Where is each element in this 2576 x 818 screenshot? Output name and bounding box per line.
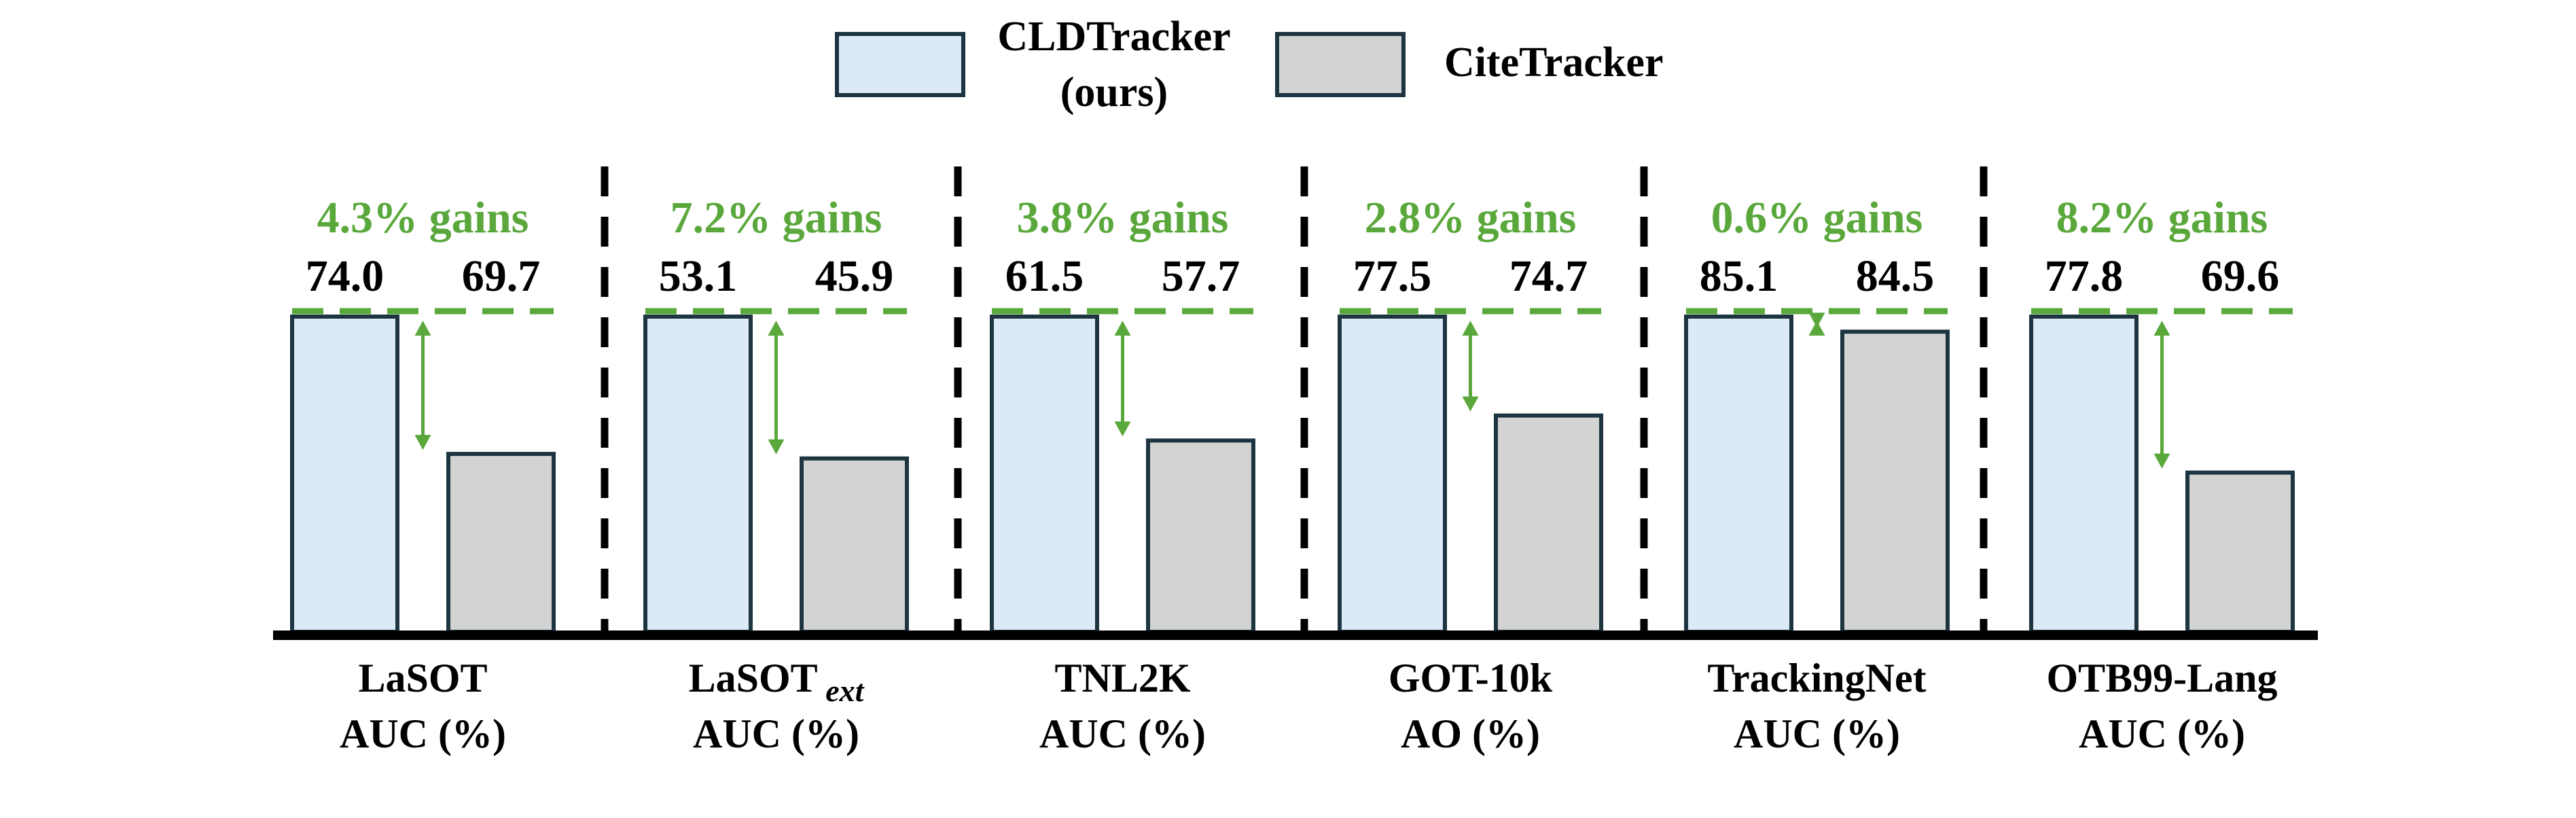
value-label-cldtracker: 85.1 <box>1700 251 1778 301</box>
bar-cldtracker <box>990 315 1099 634</box>
value-label-citetracker: 69.7 <box>462 251 541 301</box>
bar-groups: 74.0 69.7 4.3% gains LaSOT AUC (%) 53.1 45.9 7.… <box>290 193 2295 756</box>
legend-label-cldtracker-sub: (ours) <box>1060 69 1168 115</box>
bar-cldtracker <box>1684 315 1793 634</box>
bar-citetracker <box>1494 413 1603 634</box>
category-label: GOT-10k <box>1389 656 1553 700</box>
bar-citetracker <box>1840 330 1950 634</box>
gain-label: 3.8% gains <box>1017 193 1229 243</box>
gain-label: 7.2% gains <box>670 193 882 243</box>
group-separators <box>601 166 1988 635</box>
gain-arrow-head-up <box>768 321 785 336</box>
bar-citetracker <box>800 456 909 634</box>
bar-citetracker <box>446 452 556 634</box>
gain-arrow-head-down <box>1462 396 1479 412</box>
legend-swatch-citetracker <box>1275 32 1406 97</box>
metric-label: AUC (%) <box>693 711 859 756</box>
legend-label-citetracker: CiteTracker <box>1444 39 1663 86</box>
value-label-cldtracker: 61.5 <box>1005 251 1084 301</box>
value-label-citetracker: 74.7 <box>1509 251 1588 301</box>
gain-arrow-head-down <box>1114 421 1131 437</box>
gain-label: 0.6% gains <box>1711 193 1923 243</box>
bar-cldtracker <box>1338 315 1447 634</box>
value-label-citetracker: 84.5 <box>1856 251 1935 301</box>
category-label: TrackingNet <box>1707 656 1926 700</box>
category-label: TNL2K <box>1054 656 1190 700</box>
legend: CLDTracker (ours) CiteTracker <box>835 14 1663 115</box>
bar-cldtracker <box>290 315 399 634</box>
metric-label: AUC (%) <box>1039 711 1206 756</box>
value-label-cldtracker: 74.0 <box>306 251 384 301</box>
value-label-citetracker: 45.9 <box>815 251 894 301</box>
bar-citetracker <box>1146 438 1255 635</box>
bar-cldtracker <box>2029 315 2139 634</box>
metric-label: AUC (%) <box>340 711 506 756</box>
value-label-citetracker: 69.6 <box>2201 251 2280 301</box>
gain-arrow-head-up <box>414 321 431 336</box>
gain-arrow-head-down <box>768 439 785 455</box>
value-label-citetracker: 57.7 <box>1162 251 1240 301</box>
gain-arrow-head-down <box>2153 453 2170 469</box>
gain-arrow-head-up <box>1462 321 1479 336</box>
value-label-cldtracker: 77.5 <box>1353 251 1432 301</box>
legend-label-cldtracker: CLDTracker <box>997 14 1230 60</box>
gain-arrow-head-up <box>1808 321 1825 336</box>
metric-label: AUC (%) <box>1734 711 1900 756</box>
category-label: LaSOT ext <box>689 656 865 708</box>
gain-arrow-head-up <box>2153 321 2170 336</box>
bar-cldtracker <box>643 315 753 634</box>
bar-citetracker <box>2185 470 2295 634</box>
value-label-cldtracker: 53.1 <box>659 251 738 301</box>
metric-label: AO (%) <box>1401 711 1540 756</box>
gain-arrow-head-up <box>1114 321 1131 336</box>
gain-arrow-head-down <box>414 435 431 450</box>
category-label: LaSOT <box>358 656 487 700</box>
gain-label: 2.8% gains <box>1365 193 1577 243</box>
gain-arrow-head-down <box>1808 313 1825 328</box>
gain-label: 8.2% gains <box>2056 193 2268 243</box>
value-label-cldtracker: 77.8 <box>2045 251 2124 301</box>
metric-label: AUC (%) <box>2079 711 2245 756</box>
legend-swatch-cldtracker <box>835 32 965 97</box>
gain-label: 4.3% gains <box>317 193 529 243</box>
category-label: OTB99-Lang <box>2046 656 2277 700</box>
